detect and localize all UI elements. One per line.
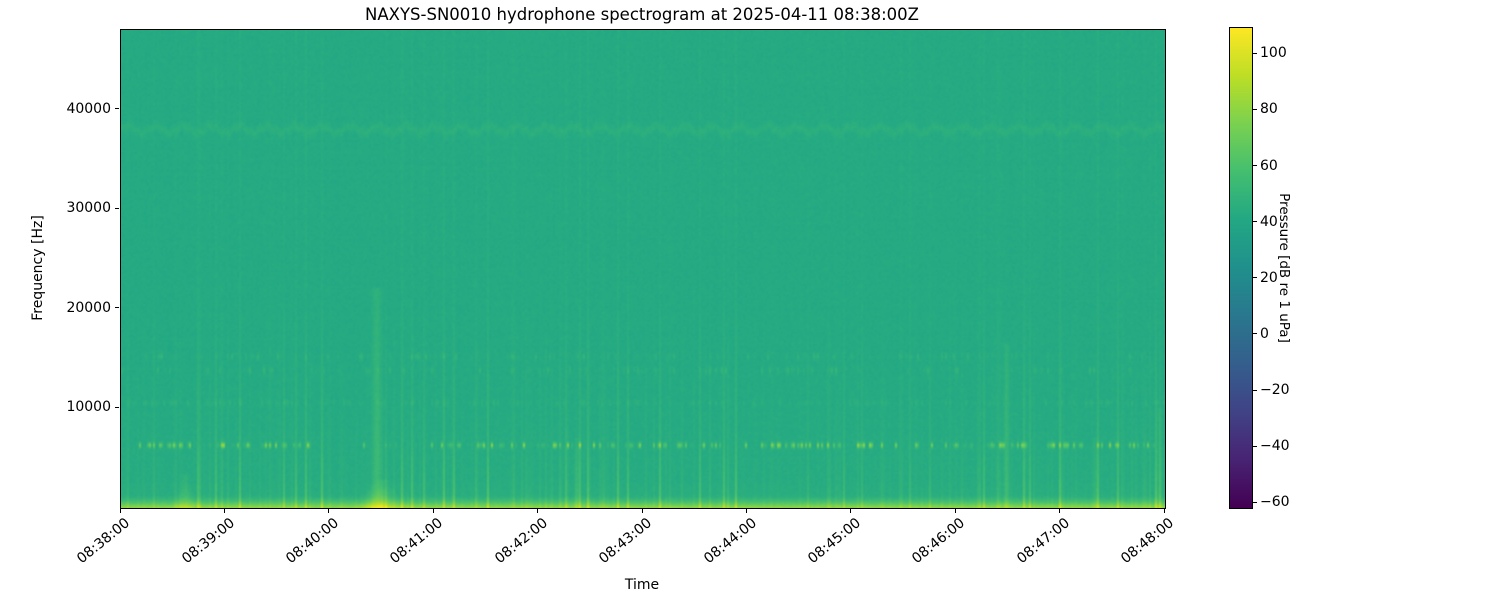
x-tick-label: 08:39:00 xyxy=(178,515,238,568)
x-tick-mark xyxy=(328,509,330,513)
y-tick-mark xyxy=(115,406,119,408)
x-tick-mark xyxy=(432,509,434,513)
colorbar-tick-label: 0 xyxy=(1260,325,1269,342)
colorbar-tick-label: 20 xyxy=(1260,269,1278,286)
colorbar-tick-mark xyxy=(1253,501,1257,503)
x-axis-label: Time xyxy=(624,577,660,593)
colorbar-tick-label: 80 xyxy=(1260,101,1278,118)
colorbar-tick-mark xyxy=(1253,389,1257,391)
colorbar-tick-label: −60 xyxy=(1260,494,1290,511)
colorbar-tick-mark xyxy=(1253,277,1257,279)
x-tick-mark xyxy=(954,509,956,513)
y-tick-mark xyxy=(115,207,119,209)
colorbar-gradient xyxy=(1230,28,1252,508)
y-tick-mark xyxy=(115,307,119,309)
x-tick-mark xyxy=(119,509,121,513)
x-tick-label: 08:47:00 xyxy=(1013,515,1073,568)
colorbar-tick-label: 100 xyxy=(1260,45,1287,62)
spectrogram-plot-area xyxy=(120,29,1166,509)
colorbar-tick-label: 40 xyxy=(1260,213,1278,230)
x-tick-mark xyxy=(537,509,539,513)
y-tick-mark xyxy=(115,108,119,110)
x-tick-mark xyxy=(223,509,225,513)
x-tick-mark xyxy=(745,509,747,513)
y-tick-label: 40000 xyxy=(66,100,111,117)
x-tick-label: 08:40:00 xyxy=(282,515,342,568)
y-tick-label: 20000 xyxy=(66,299,111,316)
y-tick-label: 30000 xyxy=(66,200,111,217)
x-tick-label: 08:44:00 xyxy=(700,515,760,568)
chart-title: NAXYS-SN0010 hydrophone spectrogram at 2… xyxy=(365,5,919,24)
colorbar-tick-label: 60 xyxy=(1260,157,1278,174)
colorbar-tick-mark xyxy=(1253,108,1257,110)
colorbar-label: Pressure [dB re 1 uPa] xyxy=(1276,193,1292,343)
colorbar-tick-label: −40 xyxy=(1260,438,1290,455)
x-tick-mark xyxy=(1059,509,1061,513)
colorbar-tick-mark xyxy=(1253,333,1257,335)
x-tick-mark xyxy=(641,509,643,513)
colorbar xyxy=(1229,27,1253,509)
spectrogram-heatmap xyxy=(121,30,1165,508)
x-tick-label: 08:48:00 xyxy=(1118,515,1178,568)
x-tick-label: 08:42:00 xyxy=(491,515,551,568)
x-tick-mark xyxy=(1163,509,1165,513)
x-tick-mark xyxy=(850,509,852,513)
x-tick-label: 08:46:00 xyxy=(909,515,969,568)
x-tick-label: 08:41:00 xyxy=(387,515,447,568)
colorbar-tick-label: −20 xyxy=(1260,382,1290,399)
x-tick-label: 08:45:00 xyxy=(804,515,864,568)
x-tick-label: 08:43:00 xyxy=(596,515,656,568)
y-tick-label: 10000 xyxy=(66,399,111,416)
x-tick-label: 08:38:00 xyxy=(74,515,134,568)
colorbar-tick-mark xyxy=(1253,445,1257,447)
colorbar-tick-mark xyxy=(1253,221,1257,223)
colorbar-tick-mark xyxy=(1253,165,1257,167)
y-axis-label: Frequency [Hz] xyxy=(30,215,46,321)
colorbar-tick-mark xyxy=(1253,52,1257,54)
